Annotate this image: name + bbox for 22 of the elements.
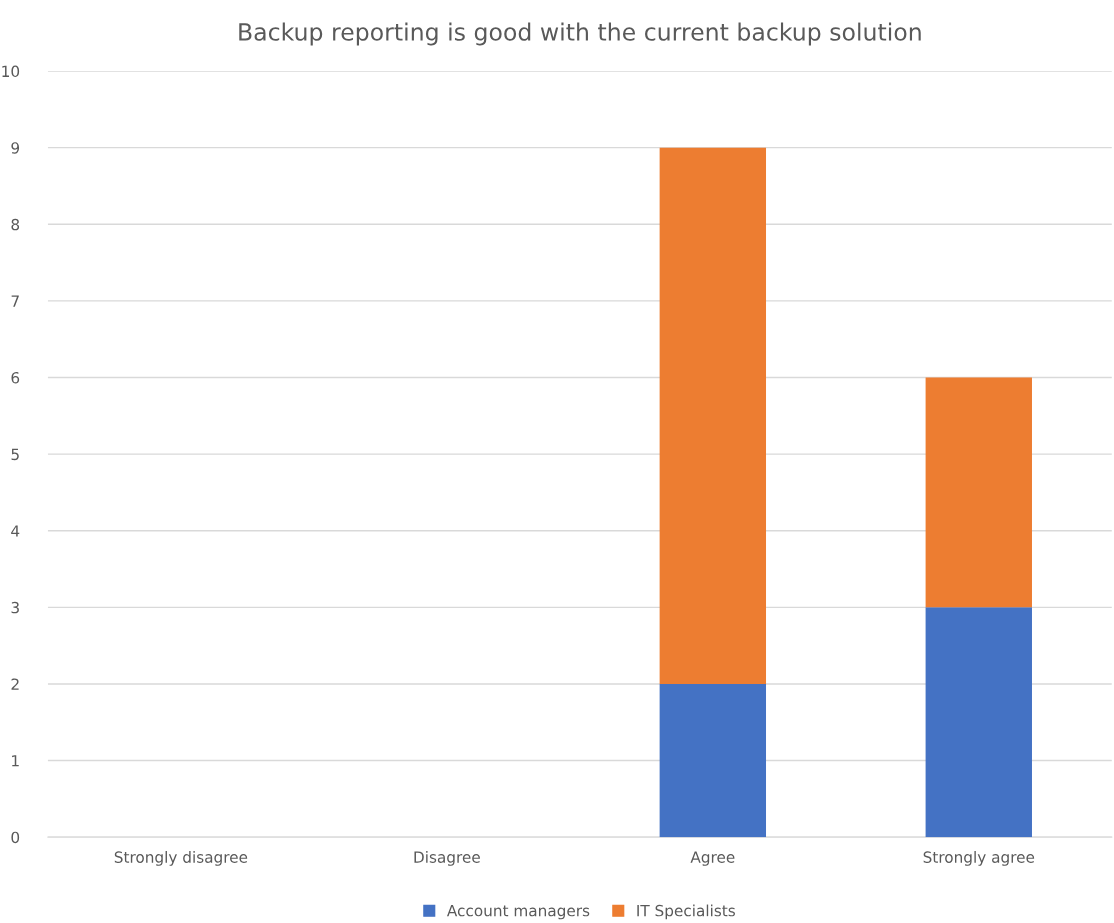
y-tick-label: 9 — [11, 142, 20, 154]
bar — [659, 147, 767, 684]
y-tick-label: 2 — [11, 678, 19, 690]
x-tick-label: Strongly disagree — [114, 851, 248, 866]
x-tick-label: Agree — [690, 851, 735, 866]
bar — [925, 607, 1032, 838]
bar — [925, 377, 1032, 608]
y-tick-label: 3 — [11, 601, 19, 614]
y-tick-label: 8 — [11, 218, 20, 231]
y-tick-label: 1 — [12, 755, 19, 767]
y-tick-label: 10 — [2, 65, 20, 78]
y-tick-label: 5 — [11, 448, 19, 461]
y-tick-label: 4 — [11, 525, 20, 537]
x-tick-label: Disagree — [414, 851, 480, 866]
bar — [659, 683, 767, 838]
y-tick-label: 0 — [11, 831, 20, 844]
y-tick-label: 6 — [11, 371, 20, 384]
x-tick-label: Strongly agree — [923, 851, 1035, 866]
legend-label: Account managers — [446, 905, 590, 920]
chart-title: Backup reporting is good with the current backup solution — [239, 22, 921, 46]
y-tick-label: 7 — [11, 295, 19, 307]
legend-label: IT Specialists — [637, 904, 735, 920]
